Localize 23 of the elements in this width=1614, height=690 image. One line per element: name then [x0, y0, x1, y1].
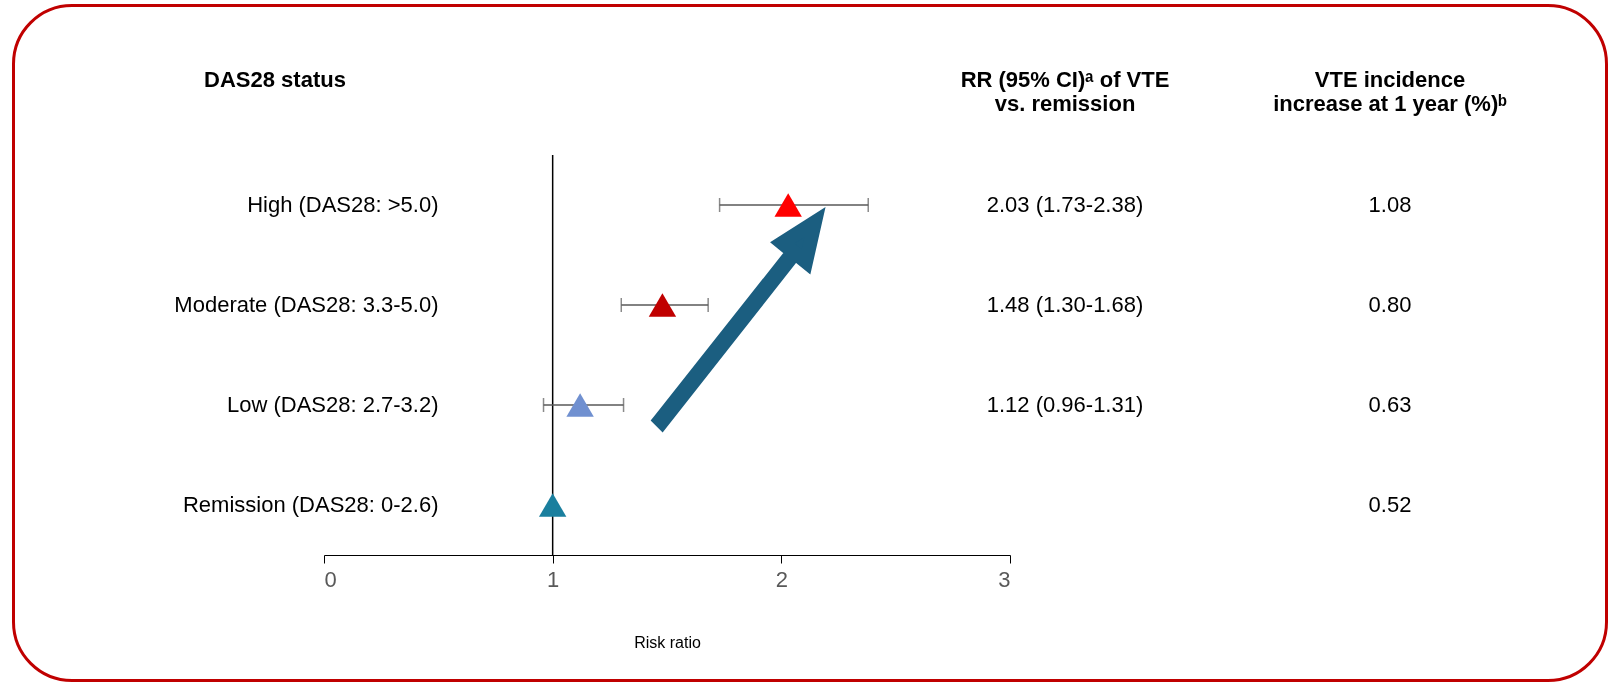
text: 1.08 [1368, 192, 1412, 217]
text: RR (95% CI)ᵃ of VTE vs. remission [960, 67, 1170, 116]
data-label: 1.12 (0.96-1.31) [986, 392, 1144, 417]
y-axis-title: DAS28 status [204, 67, 346, 92]
text: 0.80 [1368, 292, 1412, 317]
text: VTE incidence increase at 1 year (%)ᵇ [1273, 67, 1508, 116]
data-label: 1.48 (1.30-1.68) [986, 292, 1144, 317]
point [538, 493, 567, 517]
y-tick-label: High (DAS28: >5.0) [247, 192, 439, 217]
y-tick-label: Moderate (DAS28: 3.3-5.0) [174, 292, 439, 317]
point [774, 193, 802, 217]
x-axis-title: Risk ratio [634, 633, 701, 651]
y-tick-label: Low (DAS28: 2.7-3.2) [226, 392, 439, 417]
x-tick-label: 2 [775, 566, 788, 592]
y-tick-label: Remission (DAS28: 0-2.6) [182, 492, 439, 517]
text: 0.63 [1368, 392, 1412, 417]
x-tick-label: 1 [547, 566, 560, 592]
x-tick-label: 0 [324, 566, 337, 592]
point [648, 293, 677, 317]
point [566, 393, 594, 417]
x-tick-label: 3 [998, 566, 1011, 592]
data-label: 2.03 (1.73-2.38) [986, 192, 1144, 217]
text: 0.52 [1368, 492, 1412, 517]
